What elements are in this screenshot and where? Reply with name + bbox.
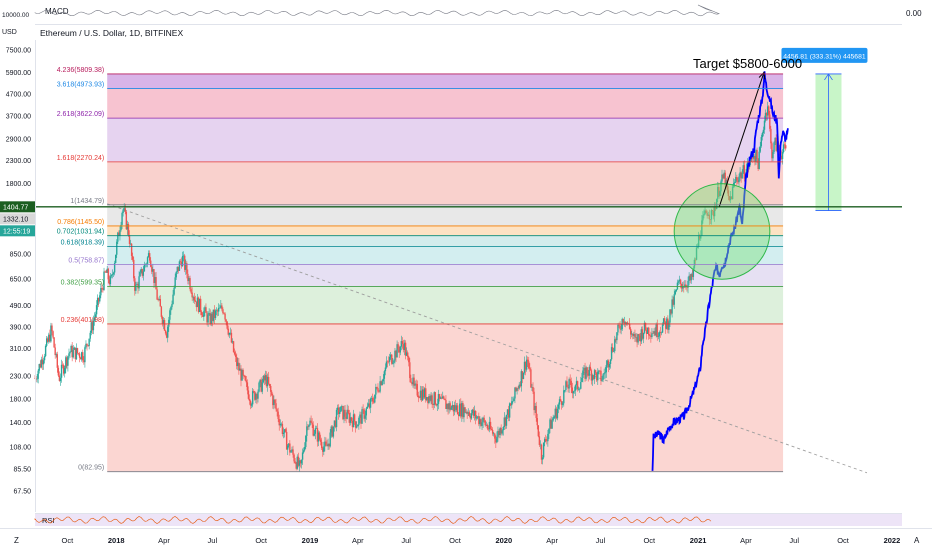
y-tick-label: 4700.00 [6, 91, 31, 98]
x-tick-label: Jul [401, 536, 411, 545]
fib-band [107, 264, 784, 287]
y-tick-label: 2300.00 [6, 158, 31, 165]
y-tick-label: 7500.00 [6, 48, 31, 55]
x-tick-label: Oct [837, 536, 850, 545]
arrow-line [718, 72, 765, 207]
macd-pane: MACD 0.00 [34, 2, 922, 25]
rsi-pane: RSI [34, 513, 902, 526]
fib-level-label: 0.5(758.87) [68, 257, 104, 264]
arrow-head [758, 71, 766, 80]
y-tick-label: 1800.00 [6, 181, 31, 188]
price-scale-unit-1: 10000.00 [2, 12, 29, 19]
overlay-line [651, 71, 789, 471]
circle-marker [673, 183, 771, 280]
fib-level-label: 0.786(1145.50) [57, 219, 104, 226]
y-tick-label: 67.50 [13, 489, 31, 496]
fib-level-label: 0.382(599.35) [61, 280, 105, 287]
y-tick-label: 490.00 [10, 303, 32, 310]
price-scale-unit-2: USD [2, 29, 17, 36]
fib-level-label: 3.618(4973.93) [57, 81, 104, 88]
y-tick-label: 2900.00 [6, 136, 31, 143]
fib-level-label: 2.618(3622.09) [57, 111, 104, 118]
y-tick-label: 650.00 [10, 276, 32, 283]
fib-band [107, 235, 784, 247]
fib-level-label: 4.236(5809.38) [57, 67, 104, 74]
x-tick-label: 2019 [302, 536, 319, 545]
y-tick-label: 140.00 [10, 420, 32, 427]
highlight-circle [673, 183, 771, 280]
measure-label-bg [781, 47, 868, 63]
fib-level-label: 1(1434.79) [70, 198, 104, 205]
fib-band [107, 88, 784, 119]
x-tick-label: Jul [596, 536, 606, 545]
overlay-series [651, 71, 789, 471]
price-tag: 1404.77 [3, 205, 28, 212]
descending-trendline [107, 203, 868, 474]
price-tag: 12:55:19 [3, 229, 30, 236]
y-tick-label: 180.00 [10, 397, 32, 404]
price-tag-bg [0, 201, 35, 213]
measure-label: 4456.81 (333.31%) 445681 [783, 53, 866, 60]
trendline [107, 203, 868, 474]
y-tick-label: 390.00 [10, 324, 32, 331]
x-tick-label: 2021 [690, 536, 707, 545]
price-tag-bg [0, 225, 35, 237]
macd-histogram-line [34, 4, 720, 17]
x-tick-label: Oct [643, 536, 656, 545]
price-axis[interactable]: 7500.00 5900.00 4700.00 3700.00 2900.00 2300.… [6, 40, 36, 512]
fib-band [107, 204, 784, 226]
y-tick-label: 85.50 [13, 466, 31, 473]
x-tick-label: Apr [352, 536, 364, 545]
price-tag-bg [0, 213, 35, 225]
fibonacci-extension [107, 73, 784, 472]
price-tag: 1332.10 [3, 217, 28, 224]
x-tick-label: Apr [158, 536, 170, 545]
y-tick-label: 850.00 [10, 251, 32, 258]
x-tick-label: Oct [255, 536, 268, 545]
x-tick-label: Apr [546, 536, 558, 545]
fib-band [107, 323, 784, 472]
y-tick-label: 310.00 [10, 346, 32, 353]
macd-value: 0.00 [906, 9, 922, 18]
fib-level-label: 0.236(401.98) [61, 317, 105, 324]
x-tick-label: Oct [62, 536, 75, 545]
price-series [34, 101, 787, 472]
fib-band [107, 73, 784, 89]
fib-level-label: 1.618(2270.24) [57, 155, 104, 162]
fibonacci-labels: 4.236(5809.38) 3.618(4973.93) 2.618(3622.0… [57, 67, 784, 473]
fib-level-label: 0.618(918.39) [61, 240, 105, 247]
fib-band [107, 161, 784, 205]
fib-band [107, 246, 784, 265]
target-arrow [718, 71, 766, 207]
fib-level-label: 0.702(1031.94) [57, 229, 104, 236]
y-tick-label: 5900.00 [6, 70, 31, 77]
x-tick-label: 2018 [108, 536, 125, 545]
rsi-line [34, 516, 712, 524]
rsi-label: RSI [42, 516, 55, 525]
price-tags: 1404.77 1332.10 12:55:19 [0, 201, 35, 237]
timezone-icon[interactable]: Z [14, 536, 19, 545]
x-tick-label: Oct [449, 536, 462, 545]
x-tick-label: Jul [208, 536, 218, 545]
x-tick-label: 2020 [495, 536, 512, 545]
fib-band [107, 118, 784, 162]
price-range-measure: 4456.81 (333.31%) 445681 [781, 47, 868, 211]
x-tick-label: Apr [740, 536, 752, 545]
auto-scale-icon[interactable]: A [914, 536, 920, 545]
fib-band [107, 225, 784, 236]
macd-label: MACD [45, 7, 69, 16]
x-tick-label: Jul [789, 536, 799, 545]
time-axis[interactable]: Oct 2018 Apr Jul Oct 2019 Apr Jul Oct 2020 Apr Jul O… [62, 536, 901, 545]
y-tick-label: 108.00 [10, 444, 32, 451]
y-tick-label: 230.00 [10, 374, 32, 381]
y-tick-label: 3700.00 [6, 114, 31, 121]
fib-level-label: 0(82.95) [78, 465, 104, 472]
chart-title: Ethereum / U.S. Dollar, 1D, BITFINEX [40, 28, 183, 38]
target-annotation: Target $5800-6000 [693, 56, 802, 71]
x-tick-label: 2022 [884, 536, 901, 545]
